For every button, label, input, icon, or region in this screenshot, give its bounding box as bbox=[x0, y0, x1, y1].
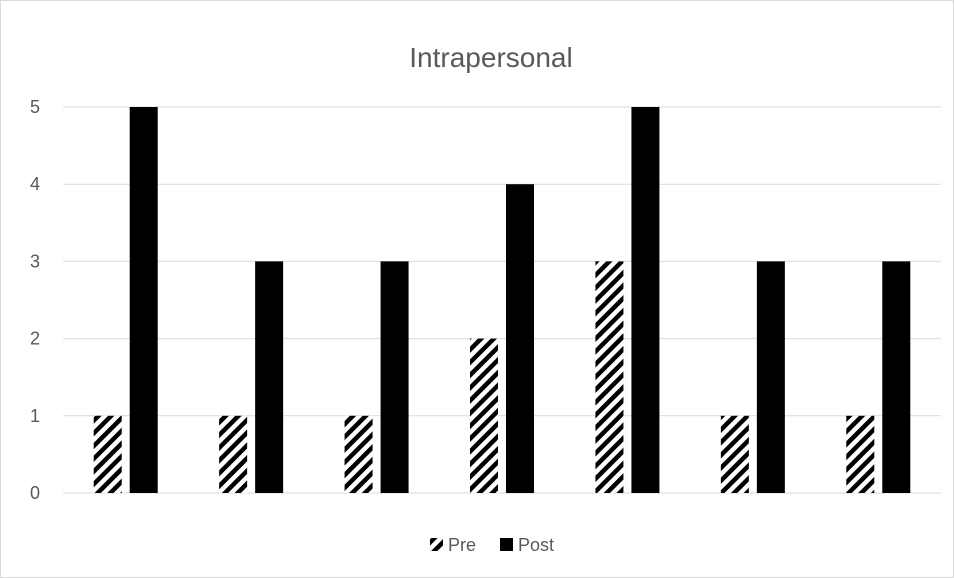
bar-pre-3 bbox=[344, 415, 373, 493]
gridlines bbox=[63, 106, 941, 494]
y-tick-label: 4 bbox=[30, 174, 40, 194]
y-tick-label: 0 bbox=[30, 483, 40, 503]
bars bbox=[93, 107, 911, 493]
bar-post-2 bbox=[255, 261, 284, 493]
legend-label-post: Post bbox=[518, 535, 554, 555]
bar-post-1 bbox=[129, 107, 158, 493]
bar-post-5 bbox=[631, 107, 660, 493]
bar-pre-1 bbox=[93, 415, 122, 493]
bar-post-7 bbox=[882, 261, 911, 493]
y-tick-label: 5 bbox=[30, 97, 40, 117]
bar-pre-4 bbox=[470, 338, 498, 493]
bar-pre-7 bbox=[846, 415, 875, 493]
bar-post-6 bbox=[756, 261, 785, 493]
bar-pre-5 bbox=[595, 261, 624, 493]
y-tick-label: 2 bbox=[30, 329, 40, 349]
legend-label-pre: Pre bbox=[448, 535, 476, 555]
chart-title: Intrapersonal bbox=[409, 42, 572, 73]
bar-post-4 bbox=[506, 184, 534, 493]
legend: Pre Post bbox=[430, 535, 554, 555]
bar-pre-6 bbox=[720, 415, 749, 493]
y-axis-ticks: 0 1 2 3 4 5 bbox=[30, 97, 40, 503]
bar-pre-2 bbox=[219, 415, 248, 493]
y-tick-label: 3 bbox=[30, 251, 40, 271]
bar-post-3 bbox=[380, 261, 409, 493]
legend-swatch-post bbox=[500, 538, 513, 551]
legend-swatch-pre bbox=[430, 538, 443, 551]
y-tick-label: 1 bbox=[30, 406, 40, 426]
